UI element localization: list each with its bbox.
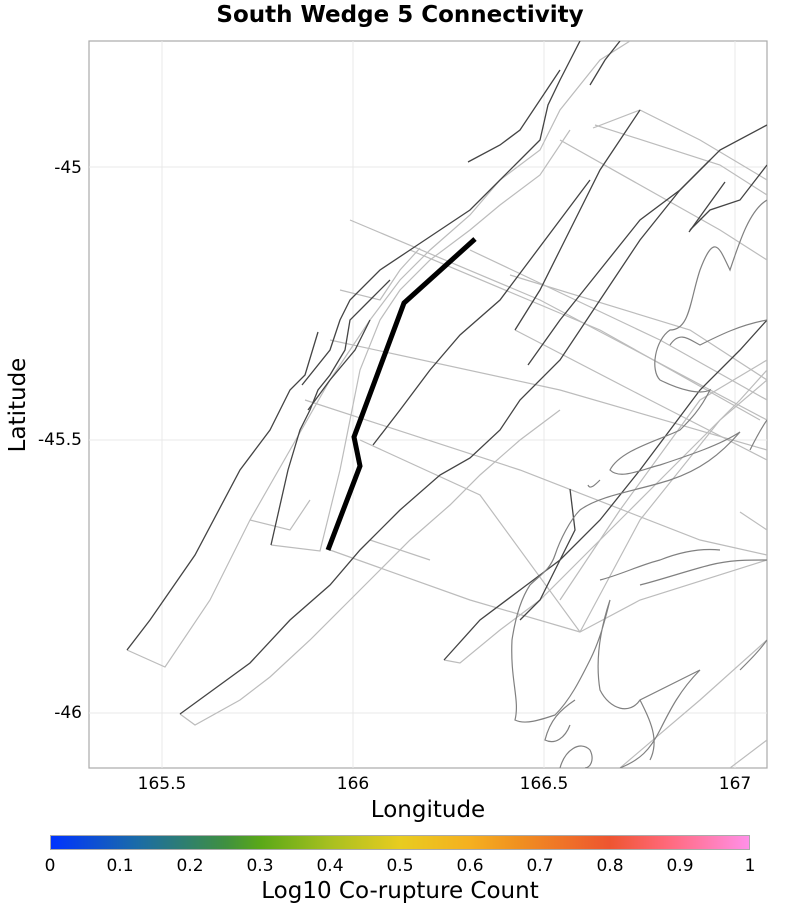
x-axis-label: Longitude [370, 797, 486, 823]
colorbar-label: Log10 Co-rupture Count [261, 878, 539, 904]
chart-title: South Wedge 5 Connectivity [216, 2, 584, 28]
coastline [511, 199, 767, 768]
x-tick: 167 [718, 774, 752, 794]
y-tick: -45.5 [38, 430, 82, 450]
colorbar-tick: 0.1 [106, 856, 134, 876]
colorbar-tick: 0 [44, 856, 56, 876]
y-tick: -46 [54, 703, 82, 723]
colorbar-tick: 0.6 [456, 856, 484, 876]
colorbar-tick: 0.4 [316, 856, 344, 876]
colorbar-tick: 0.7 [526, 856, 554, 876]
colorbar-tick: 0.9 [666, 856, 694, 876]
colorbar-tick: 0.5 [386, 856, 414, 876]
colorbar [50, 835, 750, 850]
x-tick: 165.5 [137, 774, 187, 794]
x-tick: 166 [336, 774, 370, 794]
fault-traces [126, 41, 767, 715]
y-axis-label: Latitude [5, 357, 31, 453]
plot-frame [88, 40, 768, 769]
colorbar-tick: 0.3 [246, 856, 274, 876]
fault-surface-outlines [126, 41, 767, 768]
colorbar-tick: 0.8 [596, 856, 624, 876]
colorbar-tick: 1 [744, 856, 756, 876]
south-wedge-5-trace[interactable] [325, 237, 477, 551]
colorbar-tick: 0.2 [176, 856, 204, 876]
x-tick: 166.5 [519, 774, 569, 794]
y-tick: -45 [54, 158, 82, 178]
